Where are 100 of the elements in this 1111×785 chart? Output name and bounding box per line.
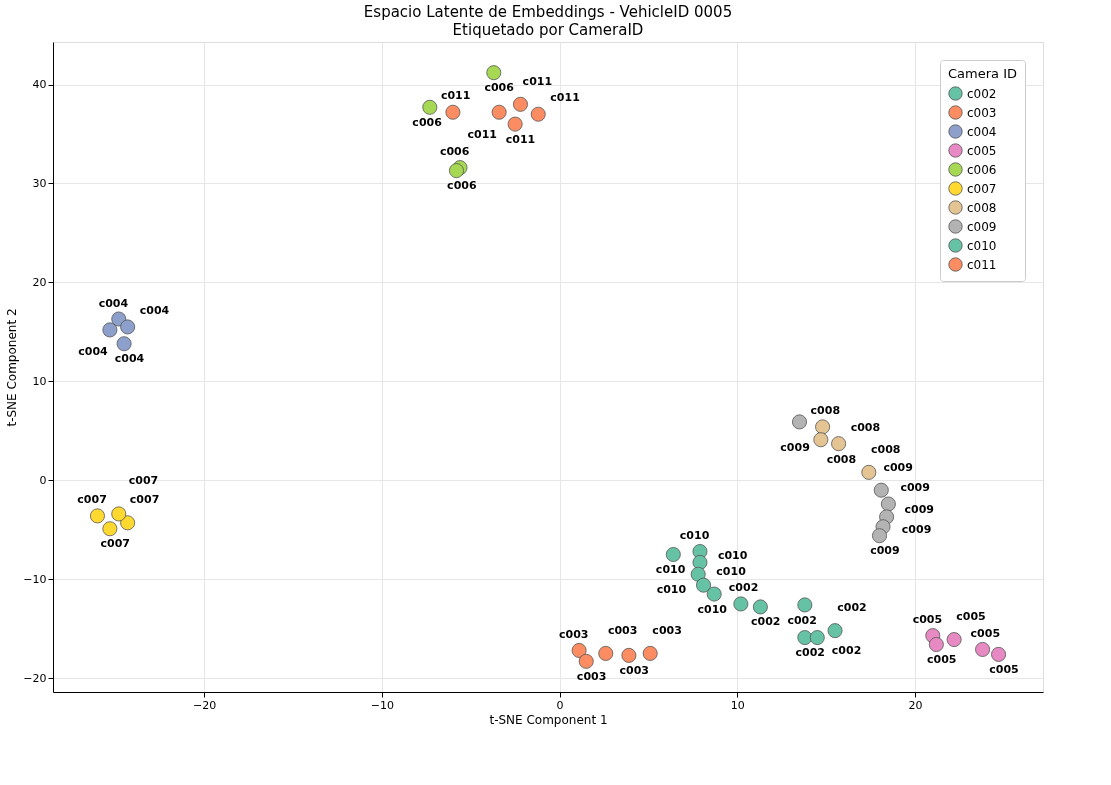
point bbox=[946, 632, 962, 648]
annotation: c002 bbox=[831, 643, 862, 657]
annotation: c010 bbox=[656, 583, 687, 597]
point bbox=[120, 319, 136, 335]
annotation: c002 bbox=[751, 615, 781, 629]
point bbox=[752, 599, 768, 615]
point bbox=[507, 116, 523, 132]
annotation: c005 bbox=[956, 610, 986, 624]
legend-label: c004 bbox=[967, 124, 997, 139]
x-tick-label: 10 bbox=[730, 698, 745, 712]
annotation: c010 bbox=[716, 564, 747, 578]
annotation: c011 bbox=[550, 91, 580, 105]
annotation: c008 bbox=[810, 403, 841, 417]
point bbox=[512, 96, 528, 112]
point bbox=[422, 99, 438, 115]
annotation: c006 bbox=[412, 116, 443, 130]
annotation: c004 bbox=[98, 296, 129, 310]
annotation: c006 bbox=[439, 145, 470, 159]
point bbox=[642, 645, 658, 661]
annotation: c005 bbox=[912, 613, 943, 627]
legend-label: c005 bbox=[967, 143, 997, 158]
point bbox=[486, 65, 502, 81]
annotation: c003 bbox=[619, 663, 649, 677]
legend-label: c002 bbox=[967, 86, 997, 101]
annotation: c008 bbox=[870, 442, 901, 456]
point bbox=[665, 547, 681, 562]
annotation: c007 bbox=[129, 493, 160, 507]
annotation: c006 bbox=[484, 81, 515, 95]
point bbox=[120, 515, 136, 531]
point bbox=[598, 645, 614, 661]
y-tick-label: 10 bbox=[32, 374, 47, 388]
point bbox=[815, 419, 831, 435]
y-tick-label: −10 bbox=[23, 572, 47, 586]
annotation: c007 bbox=[100, 537, 130, 551]
point bbox=[827, 623, 843, 639]
y-tick-label: 0 bbox=[39, 473, 47, 487]
point bbox=[111, 506, 127, 522]
point bbox=[872, 528, 887, 544]
y-tick-label: 40 bbox=[32, 78, 47, 92]
annotation: c011 bbox=[522, 74, 553, 88]
annotation: c010 bbox=[717, 548, 748, 562]
annotation: c002 bbox=[787, 613, 817, 627]
legend-title: Camera ID bbox=[948, 66, 1017, 81]
annotation: c003 bbox=[607, 623, 638, 637]
annotation: c010 bbox=[679, 529, 710, 543]
y-tick-label: 30 bbox=[32, 176, 47, 190]
y-tick-label: 20 bbox=[32, 275, 47, 289]
point bbox=[861, 464, 877, 480]
point bbox=[571, 642, 587, 658]
annotation: c004 bbox=[139, 304, 170, 318]
point bbox=[991, 646, 1007, 662]
point bbox=[809, 630, 825, 646]
point bbox=[813, 432, 829, 448]
point bbox=[831, 436, 847, 452]
point bbox=[491, 104, 507, 120]
point bbox=[89, 508, 105, 524]
annotation: c011 bbox=[467, 127, 497, 141]
legend-label: c003 bbox=[967, 105, 997, 120]
annotation: c002 bbox=[837, 601, 867, 615]
x-tick-label: −10 bbox=[370, 698, 394, 712]
legend-label: c006 bbox=[967, 162, 997, 177]
y-axis-title: t-SNE Component 2 bbox=[5, 308, 20, 427]
annotation: c008 bbox=[826, 453, 857, 467]
point bbox=[880, 496, 896, 512]
point bbox=[578, 653, 594, 669]
point bbox=[733, 596, 749, 612]
legend-label: c007 bbox=[967, 181, 997, 196]
legend-label: c008 bbox=[967, 200, 997, 215]
annotation: c004 bbox=[78, 345, 109, 359]
annotation: c005 bbox=[970, 626, 1001, 640]
legend-label: c011 bbox=[967, 257, 997, 272]
point bbox=[621, 647, 637, 663]
x-tick-label: 0 bbox=[556, 698, 564, 712]
point bbox=[530, 106, 546, 122]
point bbox=[792, 414, 807, 430]
annotation: c008 bbox=[850, 420, 881, 434]
annotation: c009 bbox=[900, 481, 930, 495]
legend-label: c010 bbox=[967, 238, 997, 253]
annotation: c003 bbox=[558, 627, 589, 641]
annotation: c011 bbox=[505, 132, 536, 146]
x-tick-label: 20 bbox=[908, 698, 923, 712]
annotation: c002 bbox=[795, 646, 825, 660]
point bbox=[445, 104, 461, 120]
point bbox=[696, 577, 711, 593]
x-axis-title: t-SNE Component 1 bbox=[489, 712, 608, 727]
annotation: c005 bbox=[989, 662, 1019, 676]
annotation: c010 bbox=[655, 563, 686, 577]
annotation: c009 bbox=[901, 523, 932, 537]
point bbox=[873, 482, 889, 498]
point bbox=[928, 637, 944, 652]
annotation: c009 bbox=[780, 440, 810, 454]
x-tick-label: −20 bbox=[192, 698, 217, 712]
annotation: c007 bbox=[77, 493, 107, 507]
point bbox=[797, 597, 813, 613]
annotation: c003 bbox=[576, 669, 607, 683]
annotation: c009 bbox=[883, 460, 913, 474]
annotation: c007 bbox=[128, 474, 159, 488]
point bbox=[102, 322, 118, 338]
chart-subtitle: Etiquetado por CameraID bbox=[452, 21, 644, 39]
point bbox=[448, 163, 464, 179]
